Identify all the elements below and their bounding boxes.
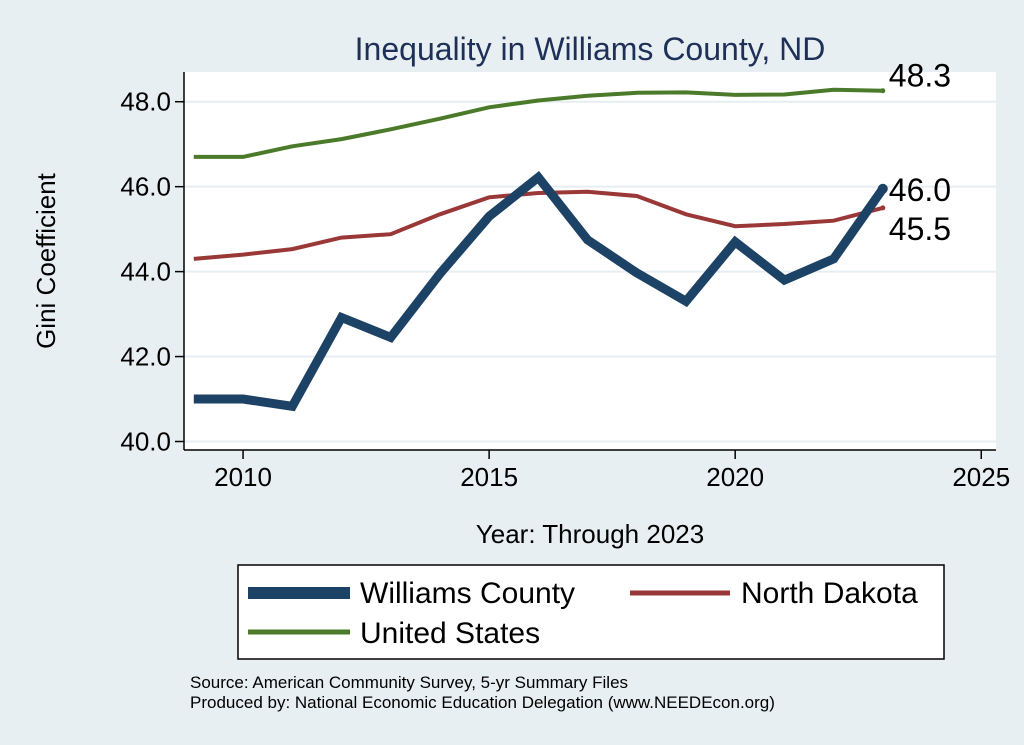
series-group xyxy=(193,87,888,412)
legend-label-williams-county: Williams County xyxy=(360,577,575,610)
x-tick-label-2015: 2015 xyxy=(460,462,518,492)
series-line-united-states xyxy=(193,87,883,159)
legend-label-north-dakota: North Dakota xyxy=(741,577,918,610)
series-end-point-united-states xyxy=(880,88,886,94)
chart-title: Inequality in Williams County, ND xyxy=(355,31,826,67)
plot-area xyxy=(184,72,996,450)
source-note: Source: American Community Survey, 5-yr … xyxy=(190,673,628,692)
legend-label-united-states: United States xyxy=(360,617,540,650)
legend-box xyxy=(237,564,945,660)
y-tick-label-48-0: 48.0 xyxy=(120,87,171,117)
end-labels: 48.3 45.546.0 xyxy=(889,58,951,247)
produced-by-note: Produced by: National Economic Education… xyxy=(190,693,775,712)
y-tick-label-42-0: 42.0 xyxy=(120,342,171,372)
series-end-point-williams-county xyxy=(877,183,888,194)
y-axis-title: Gini Coefficient xyxy=(31,172,61,349)
x-tick-label-2010: 2010 xyxy=(214,462,272,492)
y-axis-ticks: 40.0 42.0 44.0 46.0 48.0 xyxy=(120,87,184,457)
end-label-united-states: 48.3 xyxy=(889,58,951,94)
y-tick-label-44-0: 44.0 xyxy=(120,257,171,287)
x-tick-label-2020: 2020 xyxy=(706,462,764,492)
y-tick-label-40-0: 40.0 xyxy=(120,427,171,457)
end-label-williams-county: 46.0 xyxy=(889,172,951,208)
y-tick-label-46-0: 46.0 xyxy=(120,172,171,202)
end-label-north-dakota: 45.5 xyxy=(889,211,951,247)
x-tick-label-2025: 2025 xyxy=(952,462,1010,492)
x-axis-ticks: 2010 2015 2020 2025 xyxy=(214,450,1010,492)
series-line-williams-county xyxy=(193,170,887,412)
legend: Williams County North Dakota United Stat… xyxy=(237,564,945,660)
x-axis-title: Year: Through 2023 xyxy=(476,519,704,549)
series-line-north-dakota xyxy=(193,189,884,261)
series-end-point-north-dakota xyxy=(880,205,886,211)
